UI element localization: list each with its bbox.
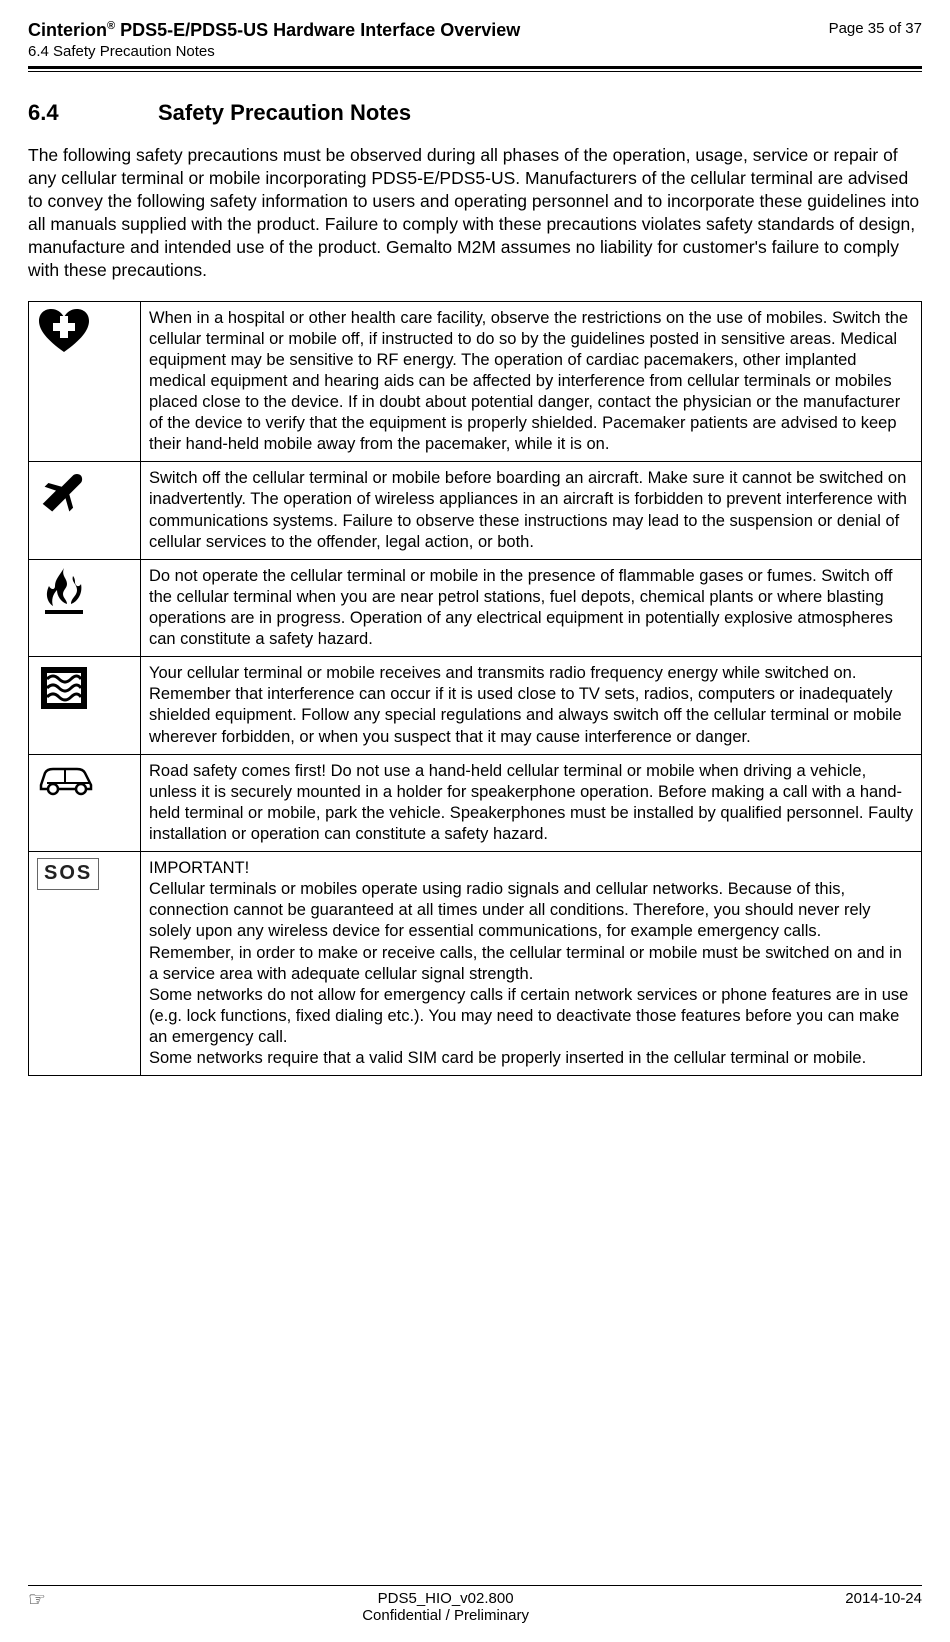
table-row: Do not operate the cellular terminal or … [29,559,922,656]
doc-id: PDS5_HIO_v02.800 [46,1590,845,1607]
product-prefix: Cinterion [28,20,107,40]
hospital-icon [29,301,141,462]
confidentiality: Confidential / Preliminary [46,1607,845,1624]
table-row: When in a hospital or other health care … [29,301,922,462]
section-path: 6.4 Safety Precaution Notes [28,43,520,60]
page-number: Page 35 of 37 [829,20,922,37]
footer-rule [28,1585,922,1586]
road-text: Road safety comes first! Do not use a ha… [141,754,922,851]
section-heading: 6.4Safety Precaution Notes [28,100,922,126]
product-suffix: PDS5-E/PDS5-US Hardware Interface Overvi… [115,20,520,40]
sos-cell: IMPORTANT! Cellular terminals or mobiles… [141,852,922,1076]
table-row: Road safety comes first! Do not use a ha… [29,754,922,851]
hospital-text: When in a hospital or other health care … [141,301,922,462]
rf-interference-icon [29,657,141,754]
header-rule-thin [28,71,922,72]
page-footer: ☞ PDS5_HIO_v02.800 Confidential / Prelim… [28,1585,922,1624]
sos-icon: SOS [29,852,141,1076]
registered-mark: ® [107,20,115,32]
intro-paragraph: The following safety precautions must be… [28,144,922,283]
flammable-text: Do not operate the cellular terminal or … [141,559,922,656]
footer-center: PDS5_HIO_v02.800 Confidential / Prelimin… [46,1590,845,1624]
section-number: 6.4 [28,100,158,126]
sos-label: SOS [37,858,99,890]
page-header: Cinterion® PDS5-E/PDS5-US Hardware Inter… [28,20,922,60]
sos-title: IMPORTANT! [149,858,913,879]
aircraft-text: Switch off the cellular terminal or mobi… [141,462,922,559]
table-row: SOS IMPORTANT! Cellular terminals or mob… [29,852,922,1076]
table-row: Your cellular terminal or mobile receive… [29,657,922,754]
rf-text: Your cellular terminal or mobile receive… [141,657,922,754]
safety-table: When in a hospital or other health care … [28,301,922,1077]
aircraft-icon [29,462,141,559]
table-row: Switch off the cellular terminal or mobi… [29,462,922,559]
car-icon [29,754,141,851]
product-title: Cinterion® PDS5-E/PDS5-US Hardware Inter… [28,20,520,41]
flammable-icon [29,559,141,656]
header-rule-thick [28,66,922,69]
sos-body: Cellular terminals or mobiles operate us… [149,879,913,1069]
section-title: Safety Precaution Notes [158,100,411,125]
footer-date: 2014-10-24 [845,1590,922,1607]
header-left: Cinterion® PDS5-E/PDS5-US Hardware Inter… [28,20,520,60]
pointer-icon: ☞ [28,1590,46,1610]
